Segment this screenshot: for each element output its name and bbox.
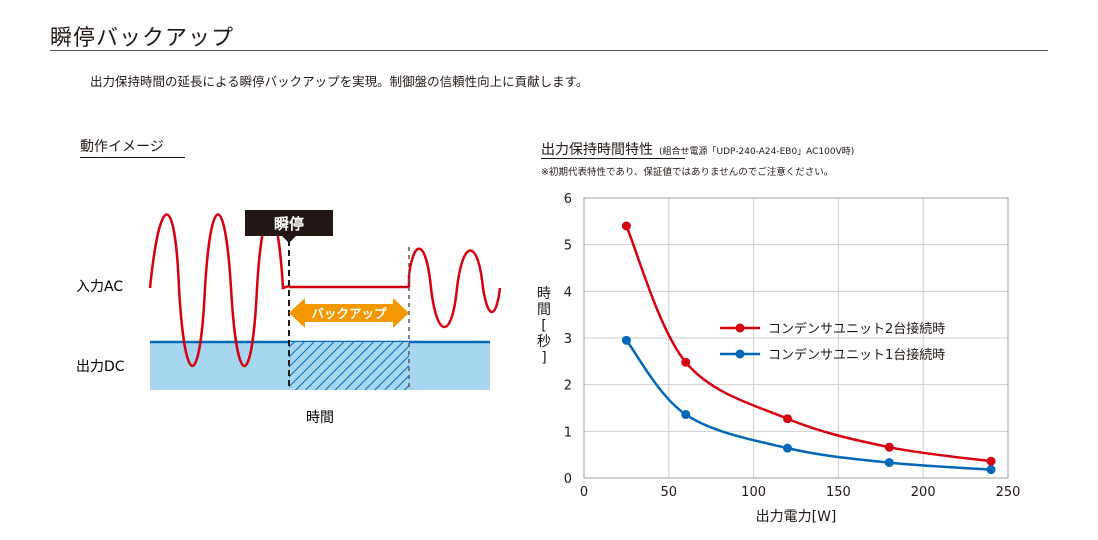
y-tick-label: 1 — [564, 425, 572, 440]
operation-heading: 動作イメージ — [80, 139, 164, 155]
backup-arrow — [289, 298, 409, 328]
y-tick-label: 3 — [564, 332, 572, 347]
series-2-point — [884, 458, 894, 468]
operation-heading-underline — [80, 157, 185, 158]
x-tick-label: 250 — [996, 485, 1021, 500]
chart-heading: 出力保持時間特性 (組合せ電源「UDP-240-A24-EB0」AC100V時) — [541, 139, 854, 159]
x-tick-label: 200 — [911, 485, 936, 500]
y-tick-label: 6 — [564, 192, 572, 207]
series-1-point — [621, 221, 631, 231]
time-label: 時間 — [306, 410, 334, 426]
y-tick-label: 2 — [564, 379, 572, 394]
output-hold-time-chart: 0 50 100 150 200 250 0 1 2 3 4 5 6 出力電力[W] 時間[秒] コンデンサユ… — [537, 192, 1021, 525]
series-2-point — [621, 335, 631, 345]
legend-label-2: コンデンサユニット1台接続時 — [768, 347, 945, 363]
x-tick-label: 100 — [741, 485, 766, 500]
series-2-point — [986, 465, 996, 475]
input-ac-label: 入力AC — [76, 279, 123, 295]
series-1-point — [783, 414, 793, 424]
blackout-label: 瞬停 — [274, 215, 304, 233]
blackout-pointer — [282, 236, 296, 243]
y-axis-title: 時間[秒] — [537, 286, 551, 366]
series-1-point — [884, 442, 894, 452]
series-2-point — [681, 410, 691, 420]
series-2-point — [783, 443, 793, 453]
chart-heading-condition: (組合せ電源「UDP-240-A24-EB0」AC100V時) — [659, 147, 855, 157]
input-ac-wave-left — [148, 213, 290, 367]
input-ac-wave-right — [407, 247, 502, 328]
x-tick-label: 0 — [580, 485, 588, 500]
y-tick-label: 0 — [564, 472, 572, 487]
legend-marker-2 — [735, 349, 745, 359]
y-tick-label: 4 — [564, 285, 572, 300]
backup-hatch — [289, 342, 409, 390]
title-divider — [50, 50, 1048, 51]
x-axis-title: 出力電力[W] — [756, 509, 837, 525]
output-dc-label: 出力DC — [76, 359, 125, 375]
series-1-point — [681, 357, 691, 367]
legend-label-1: コンデンサユニット2台接続時 — [768, 321, 945, 337]
y-tick-label: 5 — [564, 239, 572, 254]
chart-heading-title: 出力保持時間特性 — [541, 142, 653, 158]
series-1-point — [986, 456, 996, 466]
x-tick-label: 50 — [661, 485, 678, 500]
chart-note: ※初期代表特性であり、保証値ではありませんのでご注意ください。 — [541, 167, 834, 178]
page-title: 瞬停バックアップ — [50, 26, 235, 51]
description: 出力保持時間の延長による瞬停バックアップを実現。制御盤の信頼性向上に貢献します。 — [90, 74, 589, 89]
backup-label: バックアップ — [311, 306, 387, 321]
series-line-1 — [625, 225, 992, 463]
plot-frame — [583, 197, 1009, 479]
chart-heading-underline — [541, 158, 685, 159]
x-tick-label: 150 — [826, 485, 851, 500]
legend-marker-1 — [735, 323, 745, 333]
operation-diagram: 瞬停 バックアップ 入力AC 出力DC 時間 — [76, 210, 502, 426]
blackout-box — [245, 210, 333, 236]
